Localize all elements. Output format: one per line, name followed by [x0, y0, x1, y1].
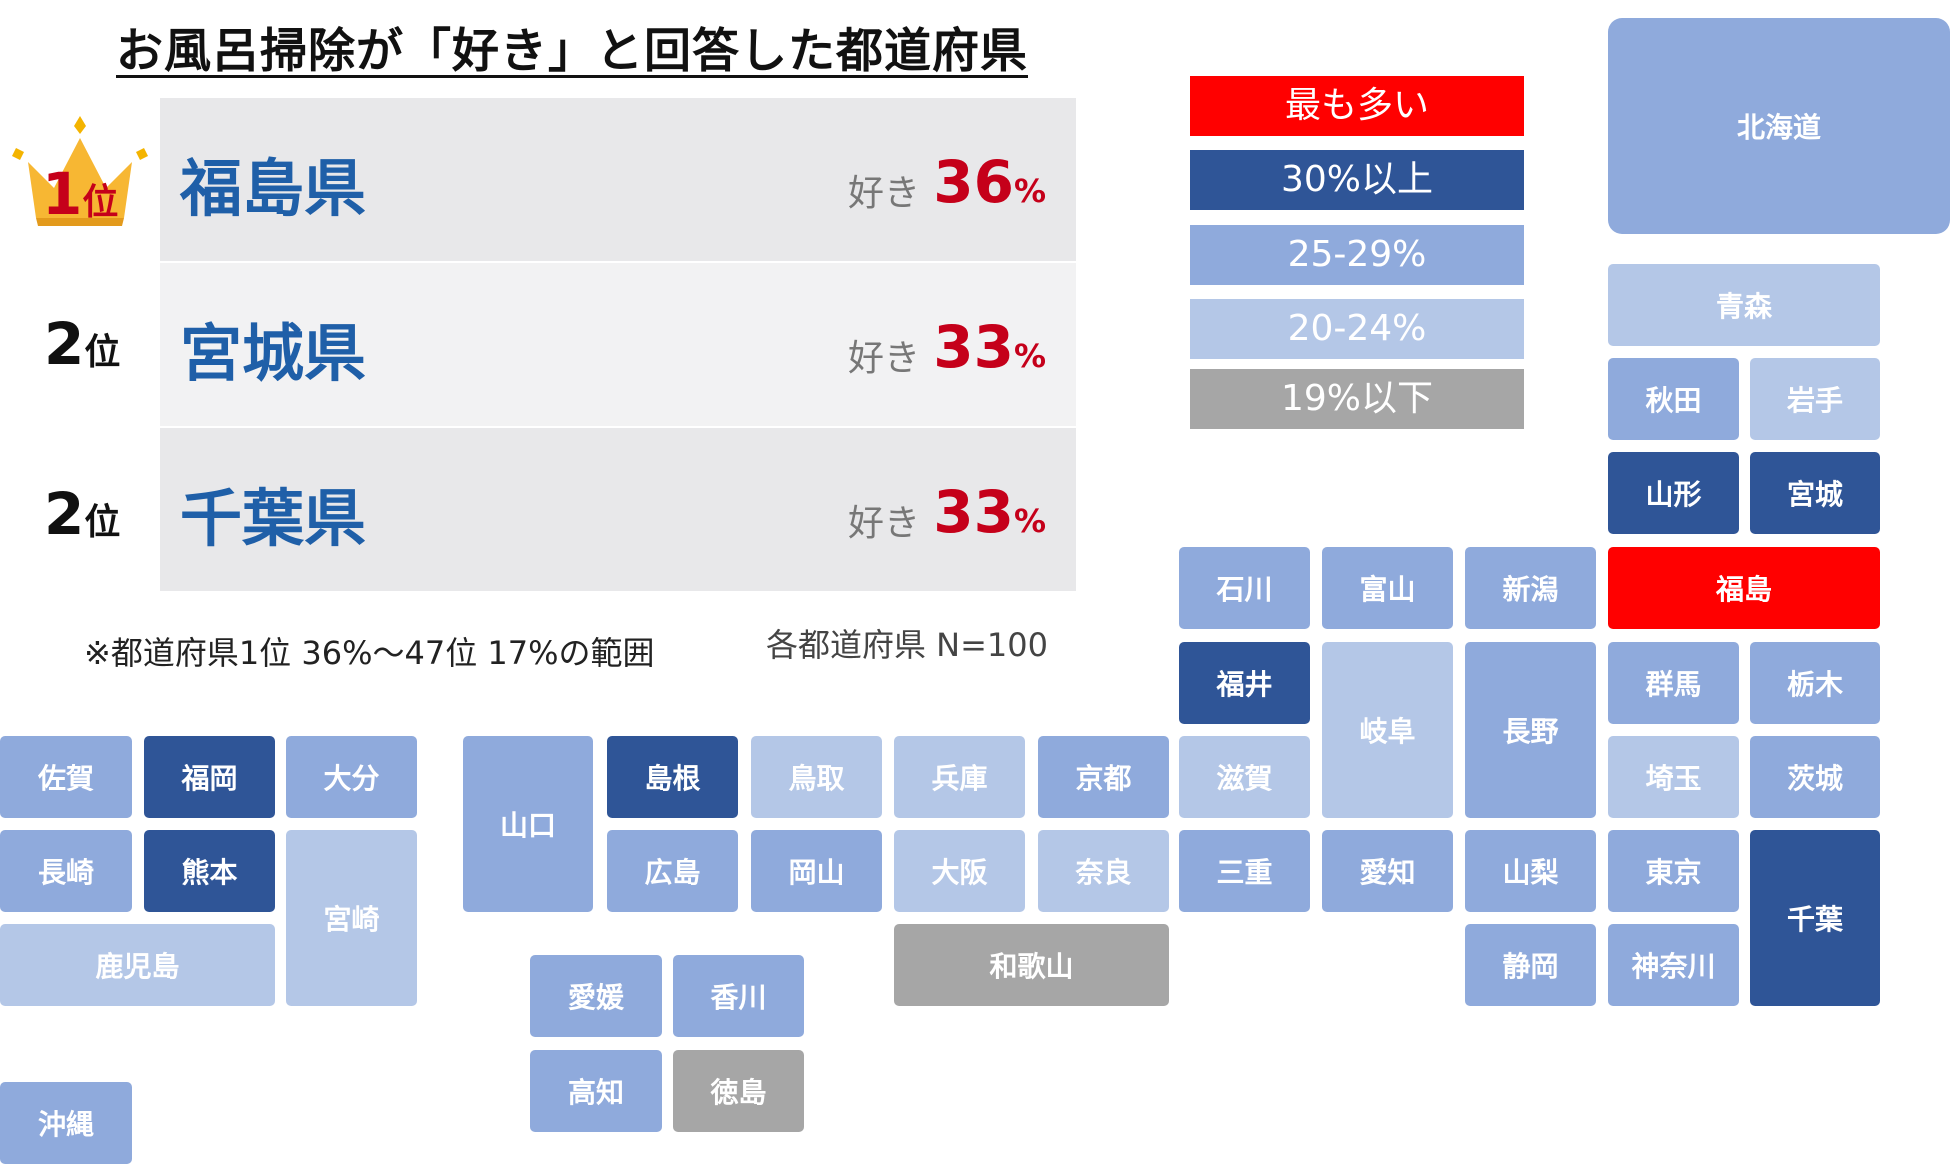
rank-2-percent: 33% — [933, 313, 1046, 381]
ranking-row-2: 宮城県 好き 33% — [160, 263, 1076, 426]
pref-kumamoto: 熊本 — [144, 830, 275, 912]
pref-shizuoka: 静岡 — [1465, 924, 1596, 1006]
pref-hyogo: 兵庫 — [894, 736, 1025, 818]
rank-3-unit: 位 — [84, 502, 121, 543]
rank-2-percent-sign: % — [1013, 337, 1046, 375]
pref-iwate: 岩手 — [1750, 358, 1880, 440]
pref-miyazaki: 宮崎 — [286, 830, 417, 1006]
crown-icon — [12, 116, 148, 226]
rank-3-percent: 33% — [933, 478, 1046, 546]
rank-1-percent-value: 36 — [933, 148, 1014, 216]
rank-1-label: 1位 — [42, 160, 152, 228]
pref-shimane: 島根 — [607, 736, 738, 818]
pref-ibaraki: 茨城 — [1750, 736, 1880, 818]
rank-3-number: 2 — [44, 480, 85, 548]
pref-kanagawa: 神奈川 — [1608, 924, 1739, 1006]
sample-note: 各都道府県 N=100 — [766, 626, 1049, 664]
range-note: ※都道府県1位 36%～47位 17%の範囲 — [84, 634, 655, 672]
pref-mie: 三重 — [1179, 830, 1310, 912]
rank-3-like-label: 好き — [847, 503, 920, 544]
rank-1-percent-sign: % — [1013, 172, 1046, 210]
pref-hokkaido: 北海道 — [1608, 18, 1950, 234]
rank-1-percent: 36% — [933, 148, 1046, 216]
rank-2-number: 2 — [44, 310, 85, 378]
rank-2-unit: 位 — [84, 332, 121, 373]
pref-akita: 秋田 — [1608, 358, 1739, 440]
legend-item-20-24: 20-24% — [1190, 299, 1524, 359]
rank-2-prefecture: 宮城県 — [180, 317, 367, 390]
pref-nara: 奈良 — [1038, 830, 1169, 912]
pref-hiroshima: 広島 — [607, 830, 738, 912]
pref-kochi: 高知 — [530, 1050, 662, 1132]
pref-miyagi: 宮城 — [1750, 452, 1880, 534]
pref-tottori: 鳥取 — [751, 736, 882, 818]
pref-yamanashi: 山梨 — [1465, 830, 1596, 912]
rank-1-unit: 位 — [82, 182, 119, 223]
pref-aomori: 青森 — [1608, 264, 1880, 346]
legend-item-max: 最も多い — [1190, 76, 1524, 136]
pref-niigata: 新潟 — [1465, 547, 1596, 629]
pref-fukushima: 福島 — [1608, 547, 1880, 629]
pref-osaka: 大阪 — [894, 830, 1025, 912]
rank-2-label: 2位 — [44, 310, 154, 378]
pref-yamaguchi: 山口 — [463, 736, 593, 912]
pref-oita: 大分 — [286, 736, 417, 818]
rank-1-number: 1 — [42, 160, 83, 228]
rank-2-like-label: 好き — [847, 338, 920, 379]
rank-1-prefecture: 福島県 — [180, 152, 367, 225]
legend-item-30-plus: 30%以上 — [1190, 150, 1524, 210]
pref-fukui: 福井 — [1179, 642, 1310, 724]
ranking-row-3: 千葉県 好き 33% — [160, 428, 1076, 591]
pref-saitama: 埼玉 — [1608, 736, 1739, 818]
pref-wakayama: 和歌山 — [894, 924, 1169, 1006]
pref-fukuoka: 福岡 — [144, 736, 275, 818]
pref-kagawa: 香川 — [673, 955, 804, 1037]
pref-tokyo: 東京 — [1608, 830, 1739, 912]
pref-gunma: 群馬 — [1608, 642, 1739, 724]
rank-3-prefecture: 千葉県 — [180, 482, 367, 555]
legend-item-25-29: 25-29% — [1190, 225, 1524, 285]
ranking-row-1: 福島県 好き 36% — [160, 98, 1076, 261]
pref-toyama: 富山 — [1322, 547, 1453, 629]
rank-2-percent-value: 33 — [933, 313, 1014, 381]
pref-ishikawa: 石川 — [1179, 547, 1310, 629]
rank-1-like-label: 好き — [847, 173, 920, 214]
pref-shiga: 滋賀 — [1179, 736, 1310, 818]
pref-tochigi: 栃木 — [1750, 642, 1880, 724]
pref-kyoto: 京都 — [1038, 736, 1169, 818]
pref-okinawa: 沖縄 — [0, 1082, 132, 1164]
rank-3-label: 2位 — [44, 480, 154, 548]
pref-yamagata: 山形 — [1608, 452, 1739, 534]
pref-saga: 佐賀 — [0, 736, 132, 818]
rank-3-percent-sign: % — [1013, 502, 1046, 540]
rank-3-percent-value: 33 — [933, 478, 1014, 546]
pref-ehime: 愛媛 — [530, 955, 662, 1037]
pref-aichi: 愛知 — [1322, 830, 1453, 912]
pref-nagano: 長野 — [1465, 642, 1596, 818]
legend-item-19-under: 19%以下 — [1190, 369, 1524, 429]
pref-nagasaki: 長崎 — [0, 830, 132, 912]
pref-tokushima: 徳島 — [673, 1050, 804, 1132]
page-title: お風呂掃除が「好き」と回答した都道府県 — [116, 24, 1028, 79]
pref-gifu: 岐阜 — [1322, 642, 1453, 818]
pref-okayama: 岡山 — [751, 830, 882, 912]
pref-chiba: 千葉 — [1750, 830, 1880, 1006]
pref-kagoshima: 鹿児島 — [0, 924, 275, 1006]
